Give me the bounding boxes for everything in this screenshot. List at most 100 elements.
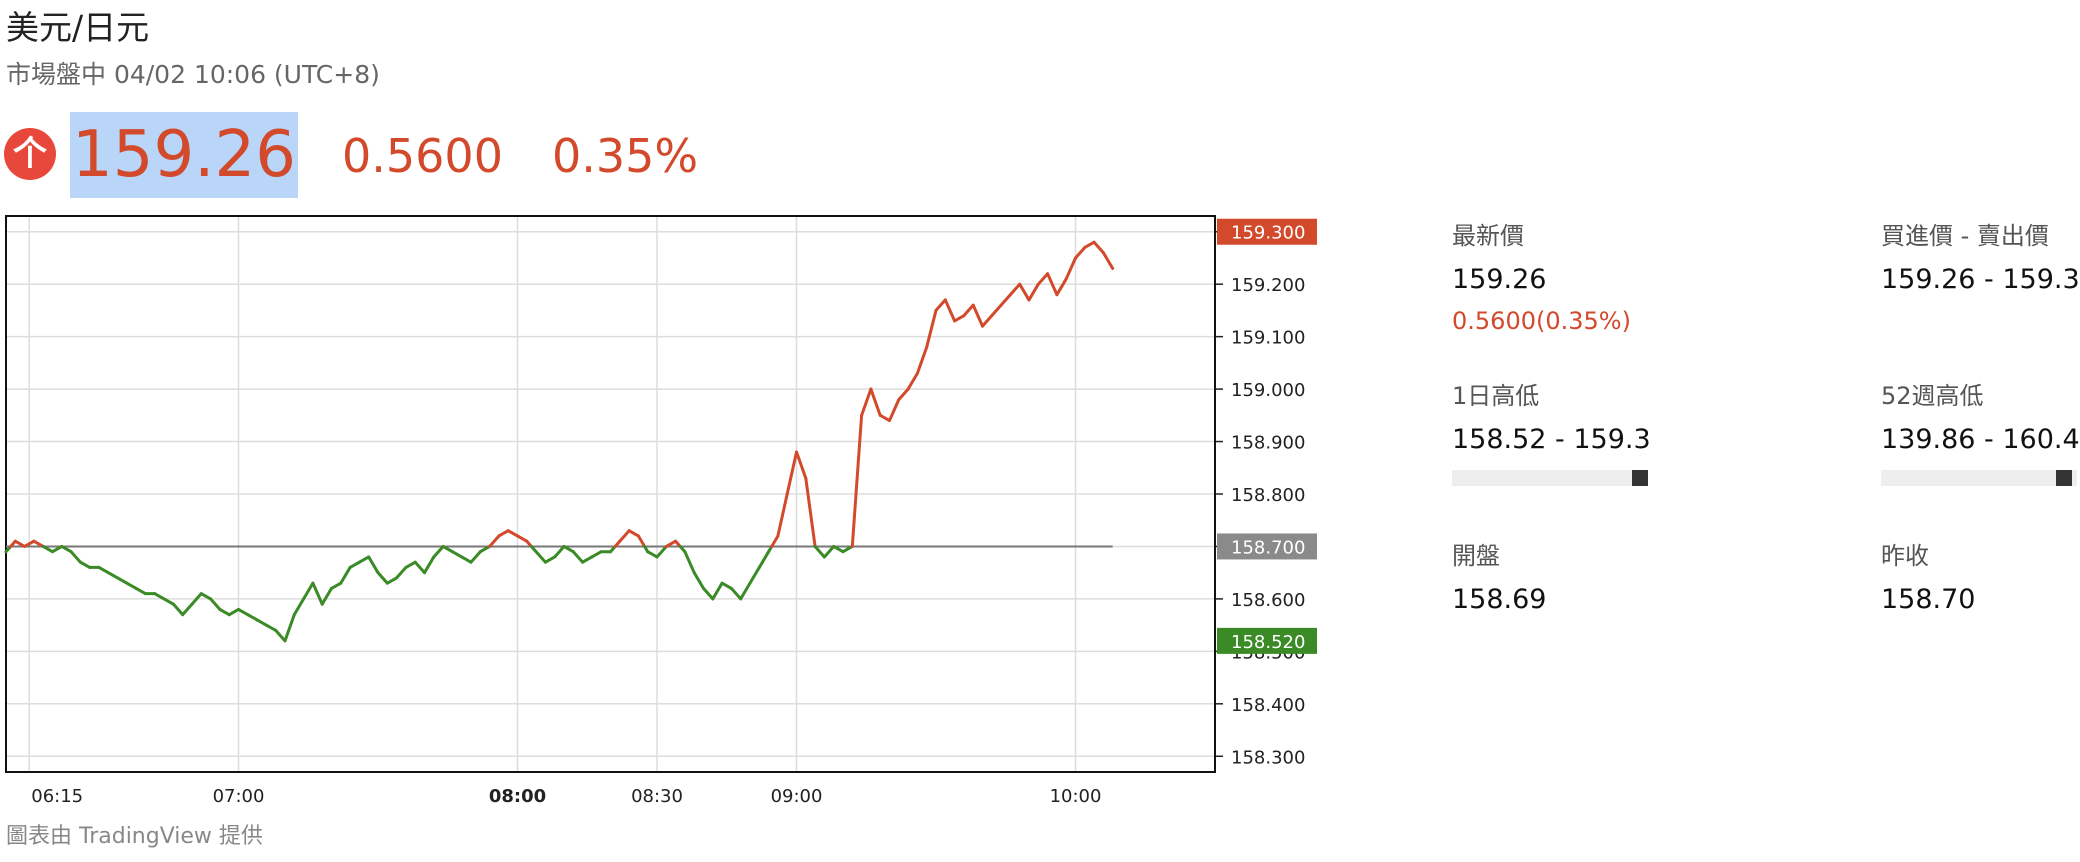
price-line-segment bbox=[264, 623, 278, 632]
y-tick-label: 159.100 bbox=[1231, 328, 1305, 349]
price-line-segment bbox=[841, 544, 854, 554]
price-line-segment bbox=[804, 476, 817, 548]
y-tick-label: 159.000 bbox=[1231, 380, 1305, 401]
price-line-segment bbox=[283, 613, 296, 643]
open-stat: 開盤 158.69 bbox=[1452, 540, 1546, 618]
price-line-segment bbox=[1008, 282, 1022, 297]
price-line-segment bbox=[543, 555, 557, 564]
price-line-segment bbox=[13, 539, 27, 548]
price-line-segment bbox=[770, 534, 780, 548]
week52-range-label: 52週高低 bbox=[1881, 382, 1984, 410]
price-line-segment bbox=[460, 555, 473, 564]
price-tag-label: 158.520 bbox=[1231, 632, 1305, 653]
price-line-segment bbox=[1101, 251, 1115, 270]
price-line-segment bbox=[357, 555, 371, 564]
price-line-segment bbox=[395, 565, 408, 580]
x-tick-label: 10:00 bbox=[1050, 786, 1102, 807]
price-line-segment bbox=[1027, 282, 1040, 302]
price-line-segment bbox=[162, 597, 175, 606]
prev-close-value: 158.70 bbox=[1881, 584, 1976, 615]
price-line-segment bbox=[302, 581, 315, 601]
price-line-segment bbox=[822, 544, 836, 559]
day-range-label: 1日高低 bbox=[1452, 382, 1540, 410]
price-line-segment bbox=[729, 586, 743, 601]
price-line-segment bbox=[590, 550, 603, 559]
price-line-segment bbox=[246, 613, 259, 622]
price-line-segment bbox=[469, 550, 482, 564]
price-line-segment bbox=[655, 544, 668, 559]
price-line-segment bbox=[171, 602, 185, 617]
x-tick-label: 06:15 bbox=[31, 786, 83, 807]
price-line-segment bbox=[106, 571, 120, 580]
price-line-segment bbox=[692, 571, 705, 590]
price-line-segment bbox=[1083, 240, 1096, 249]
price-line-segment bbox=[878, 413, 891, 423]
price-line-segment bbox=[423, 555, 436, 575]
price-line-segment bbox=[702, 586, 715, 601]
week52-range-bar bbox=[1881, 470, 2077, 486]
price-line-segment bbox=[181, 602, 194, 617]
price-line-segment bbox=[999, 293, 1012, 307]
open-label: 開盤 bbox=[1452, 542, 1500, 570]
price-line-segment bbox=[125, 581, 138, 590]
price-line-segment bbox=[915, 345, 929, 375]
price-line-segment bbox=[153, 592, 166, 601]
price-line-segment bbox=[218, 607, 231, 617]
price-line-segment bbox=[925, 308, 938, 349]
price-line-segment bbox=[990, 303, 1003, 318]
price-line-segment bbox=[785, 450, 798, 496]
price-line-segment bbox=[832, 544, 845, 554]
x-tick-label: 09:00 bbox=[771, 786, 823, 807]
price-line-segment bbox=[237, 607, 250, 617]
price-line-segment bbox=[897, 387, 910, 402]
pair-title: 美元/日元 bbox=[6, 8, 150, 47]
price-line-segment bbox=[850, 413, 864, 548]
price-line-segment bbox=[41, 544, 54, 554]
price-tag-label: 158.700 bbox=[1231, 537, 1305, 558]
price-line-segment bbox=[618, 529, 631, 543]
price-line-segment bbox=[60, 544, 73, 554]
price-line-segment bbox=[23, 539, 36, 548]
y-tick-label: 158.900 bbox=[1231, 433, 1305, 454]
price-line-segment bbox=[1055, 277, 1068, 297]
price-line-segment bbox=[1074, 245, 1087, 260]
day-range-value: 158.52 - 159.3 bbox=[1452, 424, 1651, 455]
price-line-segment bbox=[274, 628, 287, 643]
price-line-segment bbox=[962, 303, 975, 318]
chart-credit[interactable]: 圖表由 TradingView 提供 bbox=[6, 824, 263, 849]
x-tick-label: 08:00 bbox=[489, 786, 546, 807]
price-line-segment bbox=[636, 534, 647, 548]
last-price[interactable]: 159.26 bbox=[70, 112, 298, 198]
price-line-segment bbox=[330, 581, 343, 590]
price-change: 0.5600 bbox=[342, 129, 503, 183]
price-line-segment bbox=[116, 576, 129, 585]
price-line-segment bbox=[432, 544, 445, 559]
bid-ask-stat: 買進價 - 賣出價 159.26 - 159.31 bbox=[1881, 220, 2080, 298]
market-status: 市場盤中 04/02 10:06 (UTC+8) bbox=[6, 60, 380, 89]
price-line-segment bbox=[748, 565, 761, 585]
up-arrow-icon: 个 bbox=[4, 128, 56, 180]
price-line-segment bbox=[581, 555, 594, 564]
price-line-segment bbox=[1064, 256, 1077, 281]
price-line-segment bbox=[450, 550, 464, 559]
price-line-segment bbox=[646, 550, 659, 559]
price-line-segment bbox=[534, 550, 547, 564]
x-tick-label: 08:30 bbox=[631, 786, 683, 807]
price-change-percent: 0.35% bbox=[552, 129, 699, 183]
price-line-segment bbox=[516, 534, 529, 543]
price-line-segment bbox=[32, 539, 45, 548]
price-chart[interactable]: 06:15 07:00 08:00 08:30 09:00 10:00 159.300 159… bbox=[0, 210, 1330, 810]
y-tick-label: 158.400 bbox=[1231, 695, 1305, 716]
prev-close-stat: 昨收 158.70 bbox=[1881, 540, 1975, 618]
latest-price-value: 159.26 bbox=[1452, 264, 1547, 295]
y-tick-label: 158.800 bbox=[1231, 485, 1305, 506]
day-range-stat: 1日高低 158.52 - 159.3 bbox=[1452, 380, 1651, 486]
price-line-segment bbox=[497, 529, 510, 538]
price-line-segment bbox=[1036, 272, 1050, 286]
price-line-segment bbox=[971, 303, 984, 328]
price-line-segment bbox=[888, 398, 901, 423]
price-line-segment bbox=[1092, 240, 1105, 255]
open-value: 158.69 bbox=[1452, 584, 1547, 615]
price-line-segment bbox=[1018, 282, 1031, 302]
y-tick-label: 158.600 bbox=[1231, 590, 1305, 611]
